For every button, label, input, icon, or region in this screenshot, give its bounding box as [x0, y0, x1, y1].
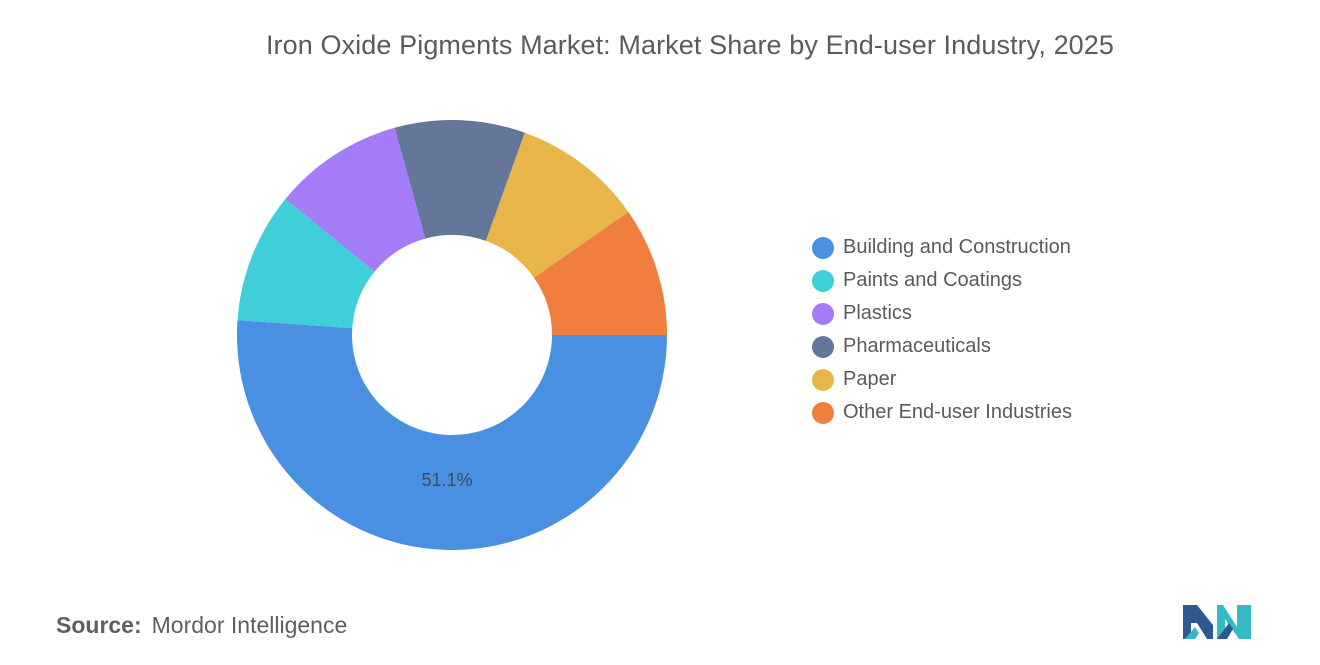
legend-label: Paper [843, 368, 897, 390]
legend-label: Plastics [843, 302, 912, 324]
legend-item: Building and Construction [812, 231, 1072, 264]
chart-legend: Building and Construction Paints and Coat… [812, 231, 1072, 429]
legend-swatch-icon [812, 401, 834, 424]
mordor-intelligence-logo-icon [1183, 605, 1251, 639]
legend-item: Plastics [812, 297, 1072, 330]
slice-paper [485, 132, 629, 278]
chart-title: Iron Oxide Pigments Market: Market Share… [265, 30, 1115, 60]
legend-swatch-icon [812, 302, 834, 325]
slice-pharmaceuticals [394, 119, 525, 241]
legend-swatch-icon [812, 335, 834, 358]
source-key: Source: [56, 612, 142, 638]
slice-plastics [285, 127, 426, 272]
source-value: Mordor Intelligence [151, 612, 348, 638]
legend-label: Paints and Coatings [843, 269, 1023, 291]
legend-swatch-icon [812, 368, 834, 391]
legend-item: Pharmaceuticals [812, 330, 1072, 363]
legend-item: Paper [812, 363, 1072, 396]
legend-swatch-icon [812, 236, 834, 259]
data-label: 51.1% [421, 470, 472, 490]
legend-item: Paints and Coatings [812, 264, 1072, 297]
legend-label: Building and Construction [843, 236, 1071, 258]
legend-label: Other End-user Industries [843, 401, 1072, 423]
legend-swatch-icon [812, 269, 834, 292]
slice-other-end-user-industries [533, 211, 667, 335]
slice-paints-and-coatings [237, 198, 375, 329]
legend-label: Pharmaceuticals [843, 335, 991, 357]
slice-building-and-construction [236, 320, 667, 550]
source-note: Source: Mordor Intelligence [56, 612, 347, 639]
legend-item: Other End-user Industries [812, 396, 1072, 429]
